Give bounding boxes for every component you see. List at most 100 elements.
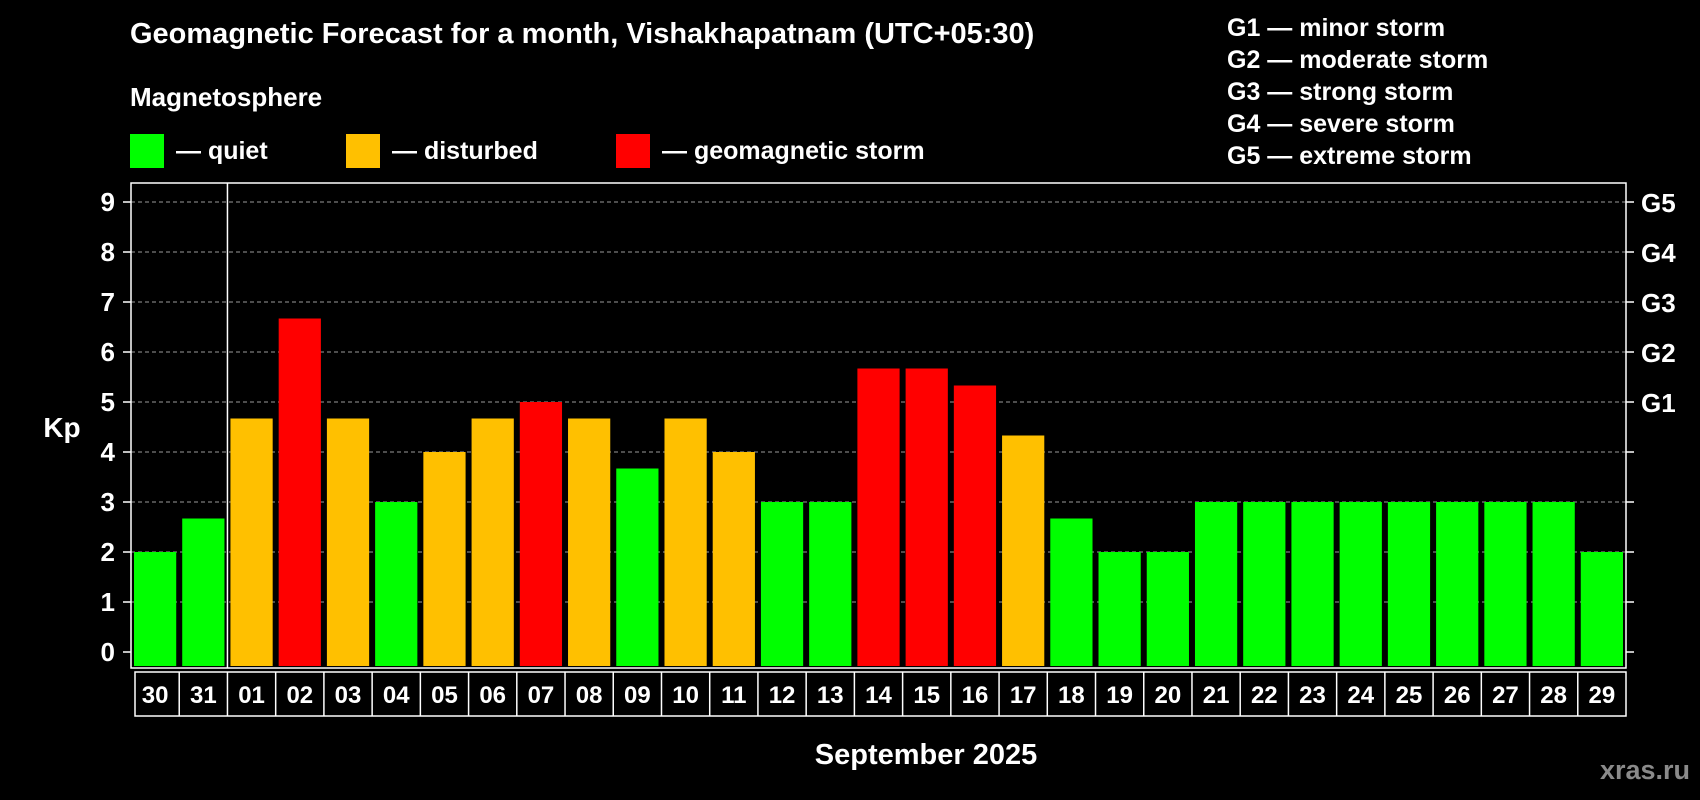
bar-17 [1002, 435, 1045, 666]
g-scale-item: G4 — severe storm [1227, 110, 1455, 138]
x-tick-label: 19 [1106, 682, 1133, 709]
g-scale-item: G5 — extreme storm [1227, 142, 1472, 170]
bar-20 [1146, 552, 1189, 666]
x-tick-label: 06 [479, 682, 506, 709]
legend-subtitle: Magnetosphere [130, 82, 323, 112]
bar-18 [1050, 518, 1093, 666]
bar-26 [1436, 502, 1479, 666]
g-scale-label: G2 [1641, 338, 1676, 368]
bar-23 [1291, 502, 1334, 666]
category-box-frame [134, 671, 1627, 717]
y-tick-label: 6 [101, 337, 115, 367]
x-tick-label: 27 [1492, 682, 1519, 709]
bar-27 [1484, 502, 1527, 666]
x-tick-label: 11 [721, 682, 746, 709]
y-tick-label: 4 [101, 437, 116, 467]
x-tick-label: 25 [1396, 682, 1423, 709]
x-tick-label: 03 [335, 682, 362, 709]
bar-24 [1339, 502, 1382, 666]
x-tick-label: 29 [1589, 682, 1616, 709]
legend-storm: — geomagnetic storm [616, 134, 925, 168]
y-tick-label: 8 [101, 237, 115, 267]
x-tick-label: 17 [1010, 682, 1037, 709]
x-tick-label: 02 [286, 682, 313, 709]
x-tick-label: 28 [1540, 682, 1567, 709]
legend-swatch-storm [616, 134, 650, 168]
x-tick-label: 08 [576, 682, 603, 709]
bar-29 [1580, 552, 1623, 666]
legend-label-quiet: — quiet [176, 136, 268, 165]
legend-swatch-quiet [130, 134, 164, 168]
y-tick-label: 0 [101, 637, 115, 667]
y-tick-label: 3 [101, 487, 115, 517]
bar-03 [326, 418, 370, 666]
x-tick-label: 16 [962, 682, 989, 709]
g-scale-label: G3 [1641, 288, 1676, 318]
x-tick-label: 22 [1251, 682, 1278, 709]
x-tick-label: 20 [1155, 682, 1182, 709]
bar-05 [423, 452, 466, 666]
x-tick-label: 01 [238, 682, 265, 709]
x-tick-label: 07 [528, 682, 555, 709]
x-tick-label: 21 [1203, 682, 1230, 709]
g-scale-item: G1 — minor storm [1227, 14, 1446, 42]
x-tick-label: 14 [865, 682, 892, 709]
bar-21 [1194, 502, 1238, 666]
x-axis-label: September 2025 [815, 739, 1037, 771]
legend-label-disturbed: — disturbed [392, 136, 538, 165]
x-tick-label: 09 [624, 682, 651, 709]
g-scale-label: G1 [1641, 388, 1676, 418]
legend-label-storm: — geomagnetic storm [662, 136, 925, 165]
watermark: xras.ru [1599, 755, 1690, 785]
bar-30 [134, 552, 177, 666]
bar-09 [616, 468, 659, 666]
x-tick-label: 30 [142, 682, 169, 709]
bar-11 [712, 452, 755, 666]
x-tick-label: 26 [1444, 682, 1471, 709]
bar-13 [809, 502, 852, 666]
bar-15 [905, 368, 948, 666]
chart-title: Geomagnetic Forecast for a month, Vishak… [130, 18, 1035, 50]
x-tick-label: 04 [383, 682, 410, 709]
bar-25 [1387, 502, 1431, 666]
bar-04 [375, 502, 418, 666]
bar-31 [182, 518, 225, 666]
x-tick-label: 24 [1347, 682, 1374, 709]
bar-01 [230, 418, 273, 666]
y-tick-label: 7 [101, 287, 115, 317]
y-tick-label: 2 [101, 537, 115, 567]
bar-12 [760, 502, 804, 666]
y-tick-label: 1 [101, 587, 115, 617]
bar-28 [1532, 502, 1575, 666]
g-scale-item: G2 — moderate storm [1227, 46, 1489, 74]
g-scale-label: G5 [1641, 188, 1676, 218]
y-axis-label: Kp [43, 412, 80, 443]
bar-06 [471, 418, 514, 666]
y-tick-label: 5 [101, 387, 115, 417]
bar-07 [519, 402, 563, 666]
bar-02 [278, 318, 321, 666]
x-tick-label: 10 [672, 682, 699, 709]
x-tick-label: 18 [1058, 682, 1085, 709]
x-tick-label: 05 [431, 682, 458, 709]
x-tick-label: 12 [769, 682, 796, 709]
g-scale-item: G3 — strong storm [1227, 78, 1454, 106]
bar-10 [664, 418, 707, 666]
bar-16 [953, 385, 997, 666]
x-tick-label: 15 [913, 682, 940, 709]
y-tick-label: 9 [101, 187, 115, 217]
g-scale-legend: G1 — minor storm G2 — moderate storm G3 … [1227, 12, 1488, 172]
legend-quiet: — quiet [130, 134, 268, 168]
bar-22 [1243, 502, 1286, 666]
x-tick-label: 31 [190, 682, 217, 709]
x-tick-label: 23 [1299, 682, 1326, 709]
legend-swatch-disturbed [346, 134, 380, 168]
bar-14 [857, 368, 900, 666]
plot-frame [130, 182, 1627, 669]
x-tick-label: 13 [817, 682, 844, 709]
g-scale-label: G4 [1641, 238, 1676, 268]
bar-08 [568, 418, 611, 666]
legend-disturbed: — disturbed [346, 134, 538, 168]
bar-19 [1098, 552, 1141, 666]
